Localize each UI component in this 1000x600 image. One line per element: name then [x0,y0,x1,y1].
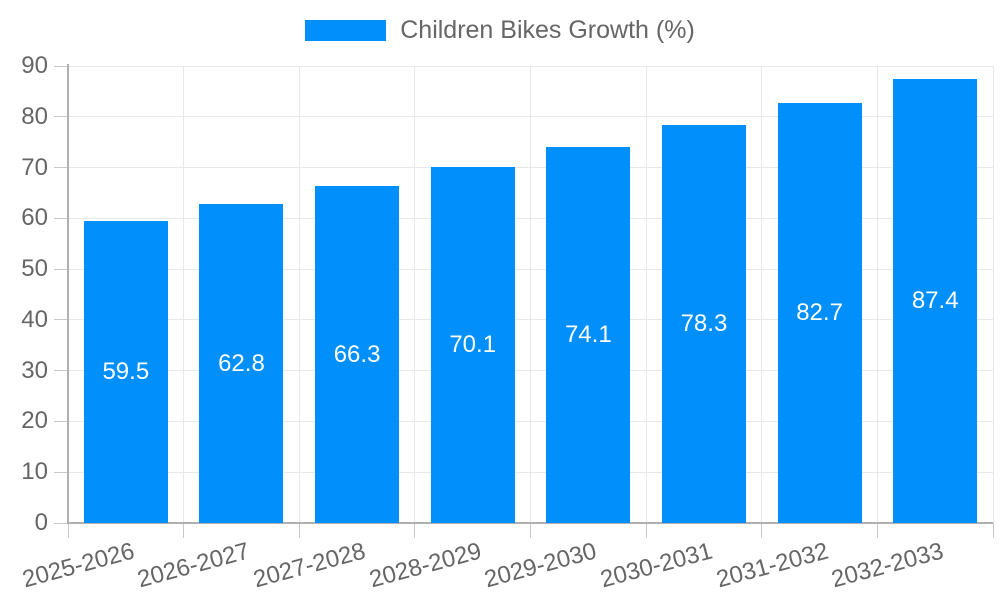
bar [661,125,746,523]
x-axis-tick [530,523,531,538]
bar [83,220,168,523]
y-axis-tick-label: 30 [21,356,48,384]
y-axis-tick [54,116,68,118]
y-axis-tick [54,268,68,270]
x-axis-tick [876,523,878,538]
bar [199,204,284,523]
x-axis-tick [183,523,185,538]
y-axis-tick-label: 50 [21,255,48,283]
legend-swatch-icon [305,19,387,41]
x-axis-tick [67,523,69,538]
bar-value-label: 82.7 [796,299,843,327]
bar [546,146,631,523]
y-axis-tick-label: 0 [34,509,48,536]
bar-value-label: 59.5 [102,357,150,385]
y-axis-tick-label: 40 [21,305,48,333]
y-axis-tick [54,471,68,473]
bar-value-label: 87.4 [911,287,959,315]
y-axis-tick-label: 90 [21,52,48,79]
y-axis-line [67,64,69,524]
y-axis-tick [54,217,68,219]
x-axis-tick [645,523,647,538]
bar-value-label: 62.8 [218,349,265,377]
x-axis-tick [298,523,300,538]
y-axis-tick-label: 80 [21,102,48,130]
y-axis-tick [54,370,68,372]
bar [777,103,862,523]
y-axis-tick [54,319,68,321]
y-axis-tick-label: 70 [21,153,48,181]
x-axis-tick [414,523,416,538]
gridline-vertical [876,66,878,523]
x-axis-tick [761,523,763,538]
x-axis-tick [992,523,994,538]
y-axis-tick [54,522,68,524]
x-axis-line [67,522,993,524]
bar-value-label: 78.3 [680,310,728,338]
gridline-vertical [761,66,763,523]
bar [430,167,515,523]
gridline-vertical [645,66,647,523]
gridline-vertical [298,66,300,523]
bar-value-label: 70.1 [449,331,497,359]
y-axis-tick [54,167,68,169]
gridline-vertical [183,66,185,523]
gridline-vertical [414,66,416,523]
y-axis-tick-label: 60 [21,204,48,232]
bar [893,79,978,523]
gridline-vertical [530,66,531,523]
bar-value-label: 74.1 [564,320,612,348]
y-axis-tick [54,65,68,67]
y-axis-tick-label: 10 [21,458,48,486]
gridline-vertical [992,66,994,523]
y-axis-tick-label: 20 [21,407,48,435]
y-axis-tick [54,420,68,422]
legend-label: Children Bikes Growth (%) [400,16,695,44]
bar-value-label: 66.3 [333,340,381,368]
legend[interactable]: Children Bikes Growth (%) [0,13,1000,47]
bar [315,186,400,523]
